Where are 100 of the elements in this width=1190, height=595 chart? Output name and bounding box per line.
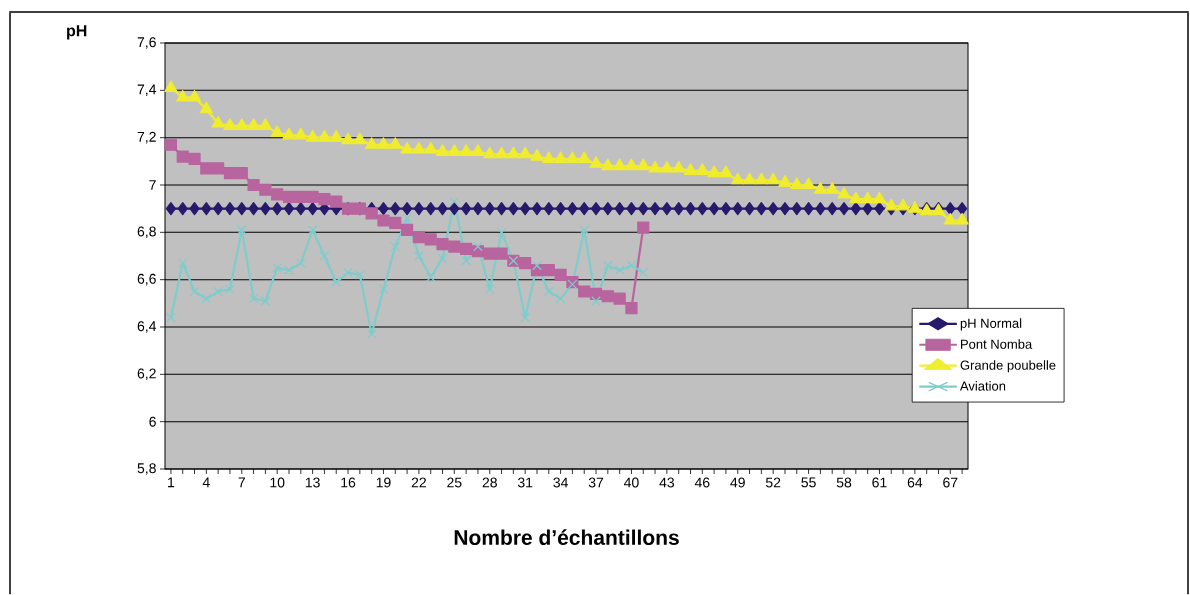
x-tick-label: 64 [907, 477, 923, 488]
point [248, 293, 259, 304]
x-tick-label: 13 [305, 477, 320, 488]
point [591, 296, 601, 306]
x-tick-label: 37 [588, 477, 604, 488]
point [294, 190, 307, 203]
x-tick-label: 34 [553, 477, 568, 488]
point [236, 225, 247, 235]
x-tick-label: 19 [376, 477, 391, 488]
point [271, 188, 284, 201]
point [424, 233, 437, 246]
point [626, 260, 637, 271]
point [260, 296, 271, 306]
y-tick-label: 5,8 [137, 463, 156, 475]
y-tick-label: 6 [149, 416, 156, 427]
point [578, 285, 591, 298]
point [638, 267, 649, 278]
point [307, 225, 318, 235]
point [166, 312, 176, 323]
point [519, 257, 532, 270]
point [378, 284, 389, 294]
point [213, 286, 223, 297]
point [390, 241, 401, 252]
point [355, 270, 365, 280]
point [201, 293, 212, 304]
point [200, 162, 213, 175]
point [460, 242, 473, 255]
x-tick-label: 55 [801, 477, 816, 488]
point [295, 258, 306, 268]
point [365, 207, 378, 220]
point [589, 287, 603, 300]
y-axis-title: pH [67, 25, 87, 40]
point [377, 214, 390, 227]
point [318, 193, 331, 206]
point [366, 329, 377, 339]
x-axis-title: Nombre d’échantillons [454, 529, 679, 545]
point [554, 268, 567, 282]
point [176, 150, 189, 163]
y-tick-label: 6,2 [137, 368, 156, 381]
x-tick-label: 61 [872, 477, 887, 488]
point [306, 190, 319, 203]
point [473, 241, 483, 252]
point [449, 196, 460, 207]
point [223, 167, 237, 180]
point [235, 167, 248, 180]
point [189, 286, 200, 297]
x-tick-label: 4 [202, 477, 210, 488]
y-tick-label: 7,4 [137, 84, 157, 97]
point [543, 286, 554, 297]
point [437, 253, 448, 264]
x-tick-label: 22 [411, 477, 426, 488]
point [259, 183, 272, 196]
point [412, 230, 425, 244]
point [331, 277, 342, 287]
legend-label: Aviation [959, 381, 1006, 391]
point [212, 162, 225, 175]
y-tick-label: 6,6 [137, 273, 156, 286]
x-tick-label: 46 [694, 477, 710, 488]
y-tick-label: 6,4 [137, 321, 157, 333]
point [425, 272, 436, 283]
point [484, 284, 495, 294]
point [330, 195, 343, 208]
point [448, 240, 461, 253]
point [495, 247, 508, 260]
point [402, 213, 412, 223]
x-tick-label: 49 [730, 477, 745, 488]
point [601, 290, 614, 303]
point [625, 301, 638, 315]
x-tick-label: 52 [765, 477, 781, 488]
point [613, 292, 626, 305]
point [389, 216, 402, 229]
point [247, 178, 260, 192]
y-tick-label: 7,2 [137, 131, 156, 144]
point [177, 258, 188, 268]
legend-label: pH Normal [960, 318, 1022, 331]
y-tick-label: 7,6 [137, 37, 156, 49]
point [284, 265, 294, 276]
x-tick-label: 67 [943, 477, 958, 488]
x-tick-label: 7 [238, 477, 245, 488]
point [272, 262, 283, 273]
x-tick-label: 25 [447, 477, 462, 488]
x-tick-label: 1 [168, 477, 175, 488]
point [461, 255, 471, 266]
y-tick-label: 6,8 [137, 226, 156, 239]
point [520, 312, 531, 323]
x-tick-label: 58 [836, 477, 852, 488]
point [483, 247, 496, 260]
x-tick-label: 16 [341, 477, 356, 488]
point [414, 251, 424, 261]
point [164, 138, 178, 151]
x-tick-label: 31 [517, 477, 533, 488]
point [614, 265, 625, 276]
point [567, 279, 578, 290]
x-tick-label: 10 [270, 477, 285, 488]
point [436, 238, 449, 251]
x-tick-label: 40 [623, 477, 639, 488]
point [542, 264, 555, 277]
x-tick-label: 43 [659, 477, 675, 488]
point [602, 260, 613, 271]
x-tick-label: 28 [482, 477, 497, 488]
